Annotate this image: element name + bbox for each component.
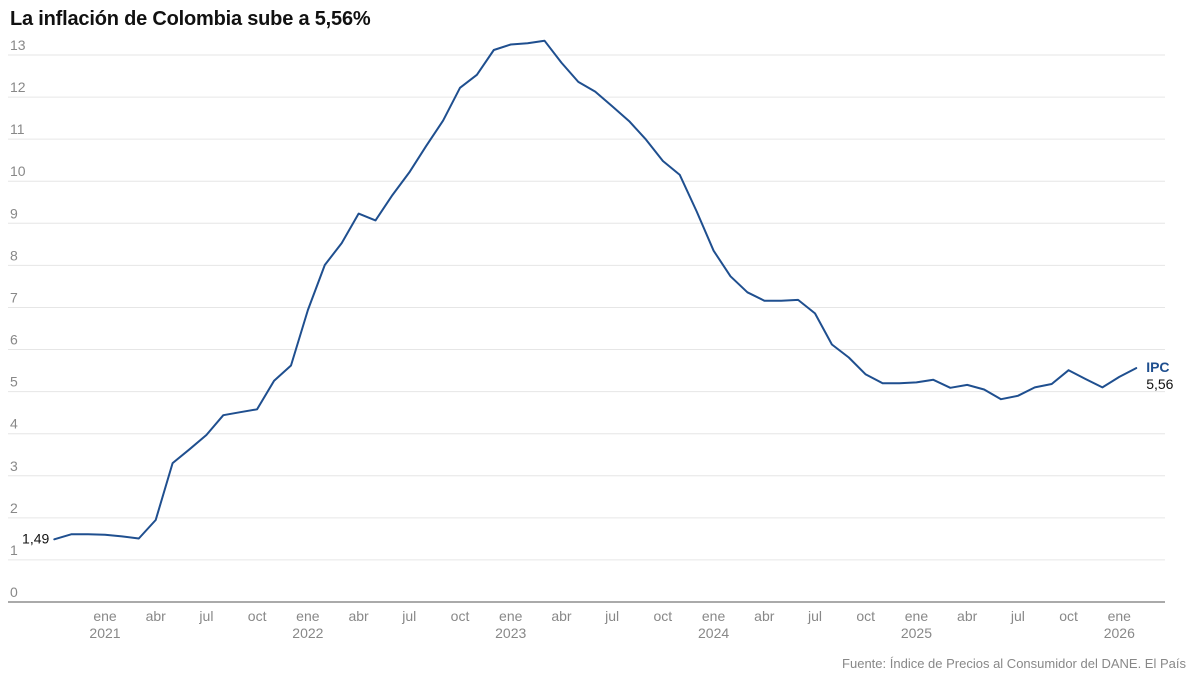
x-tick-label: abr [551,608,572,624]
x-tick-label: ene [499,608,523,624]
x-tick-year-label: 2026 [1104,625,1135,641]
x-tick-label: jul [604,608,619,624]
y-tick-label: 7 [10,289,18,305]
series-line-ipc [53,39,1138,541]
y-tick-label: 9 [10,205,18,221]
x-tick-label: abr [146,608,167,624]
y-tick-label: 1 [10,542,18,558]
end-value-label: 5,56 [1146,376,1173,392]
y-gridlines [8,54,1165,561]
y-tick-label: 0 [10,584,18,600]
x-tick-label: oct [654,608,673,624]
y-tick-label: 12 [10,79,26,95]
source-note: Fuente: Índice de Precios al Consumidor … [842,656,1186,671]
x-tick-label: abr [754,608,775,624]
y-tick-label: 5 [10,374,18,390]
x-tick-label: jul [807,608,822,624]
x-tick-label: abr [957,608,978,624]
y-tick-label: 13 [10,37,26,53]
y-tick-label: 6 [10,332,18,348]
x-tick-label: oct [1059,608,1078,624]
y-tick-label: 3 [10,458,18,474]
x-tick-label: ene [702,608,726,624]
x-tick-label: oct [856,608,875,624]
y-tick-label: 8 [10,247,18,263]
x-tick-label: jul [401,608,416,624]
series-name-label: IPC [1146,359,1169,375]
y-tick-label: 4 [10,416,18,432]
y-tick-label: 11 [10,121,25,137]
x-tick-label: jul [1010,608,1025,624]
x-tick-label: ene [905,608,929,624]
x-tick-label: oct [451,608,470,624]
x-tick-year-label: 2025 [901,625,932,641]
series-layer [53,39,1138,541]
x-tick-label: ene [1108,608,1132,624]
x-tick-year-label: 2024 [698,625,729,641]
x-tick-label: jul [198,608,213,624]
chart-title: La inflación de Colombia sube a 5,56% [10,8,371,30]
x-tick-year-label: 2021 [89,625,120,641]
start-value-label: 1,49 [22,530,49,546]
x-tick-year-label: 2023 [495,625,526,641]
annotations: 1,49 IPC 5,56 [22,359,1174,546]
y-tick-label: 2 [10,500,18,516]
x-tick-year-label: 2022 [292,625,323,641]
x-tick-label: oct [248,608,267,624]
y-tick-label: 10 [10,163,26,179]
x-tick-label: abr [348,608,369,624]
x-tick-label: ene [296,608,320,624]
x-tick-label: ene [93,608,117,624]
